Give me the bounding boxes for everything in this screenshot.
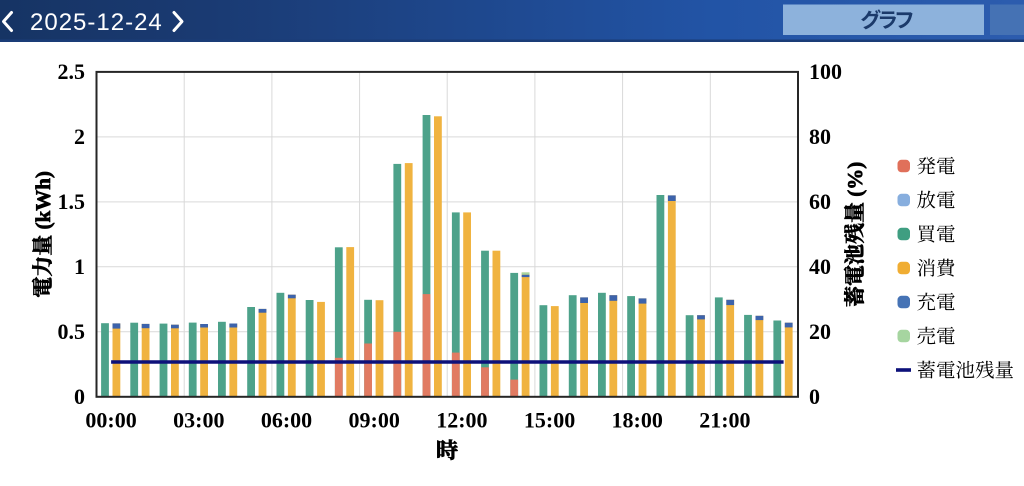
svg-text:1: 1	[74, 254, 85, 279]
svg-text:2: 2	[74, 124, 85, 149]
svg-text:100: 100	[809, 59, 842, 84]
svg-text:0: 0	[74, 384, 85, 409]
svg-text:0.5: 0.5	[58, 319, 86, 344]
svg-text:60: 60	[809, 189, 831, 214]
svg-text:06:00: 06:00	[261, 408, 312, 433]
svg-text:80: 80	[809, 124, 831, 149]
svg-text:00:00: 00:00	[85, 408, 136, 433]
svg-text:2025-12-24: 2025-12-24	[30, 9, 163, 36]
svg-text:1.5: 1.5	[58, 189, 86, 214]
svg-text:21:00: 21:00	[699, 408, 750, 433]
svg-text:09:00: 09:00	[349, 408, 400, 433]
svg-text:0: 0	[809, 384, 820, 409]
svg-text:40: 40	[809, 254, 831, 279]
svg-text:12:00: 12:00	[436, 408, 487, 433]
svg-text:20: 20	[809, 319, 831, 344]
svg-text:18:00: 18:00	[612, 408, 663, 433]
svg-text:2.5: 2.5	[58, 59, 86, 84]
svg-text:15:00: 15:00	[524, 408, 575, 433]
svg-text:03:00: 03:00	[173, 408, 224, 433]
